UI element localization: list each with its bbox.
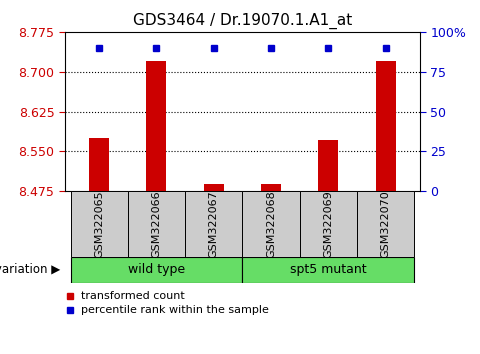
- Bar: [376, 61, 396, 191]
- Bar: [89, 138, 109, 191]
- Text: genotype/variation ▶: genotype/variation ▶: [0, 263, 60, 276]
- Text: GSM322069: GSM322069: [324, 190, 333, 258]
- Bar: [242, 191, 300, 257]
- Text: transformed count: transformed count: [81, 291, 184, 301]
- Bar: [71, 257, 242, 283]
- Bar: [357, 191, 414, 257]
- Bar: [300, 191, 357, 257]
- Text: spt5 mutant: spt5 mutant: [290, 263, 367, 276]
- Bar: [146, 61, 167, 191]
- Bar: [204, 184, 224, 191]
- Bar: [128, 191, 185, 257]
- Bar: [71, 191, 128, 257]
- Bar: [261, 184, 281, 191]
- Text: GSM322070: GSM322070: [381, 190, 391, 258]
- Bar: [185, 191, 242, 257]
- Text: GSM322066: GSM322066: [152, 190, 161, 258]
- Text: GSM322065: GSM322065: [94, 190, 104, 258]
- Title: GDS3464 / Dr.19070.1.A1_at: GDS3464 / Dr.19070.1.A1_at: [133, 13, 352, 29]
- Text: GSM322068: GSM322068: [266, 190, 276, 258]
- Text: GSM322067: GSM322067: [209, 190, 219, 258]
- Bar: [242, 257, 414, 283]
- Text: wild type: wild type: [128, 263, 185, 276]
- Text: percentile rank within the sample: percentile rank within the sample: [81, 305, 269, 315]
- Bar: [318, 139, 338, 191]
